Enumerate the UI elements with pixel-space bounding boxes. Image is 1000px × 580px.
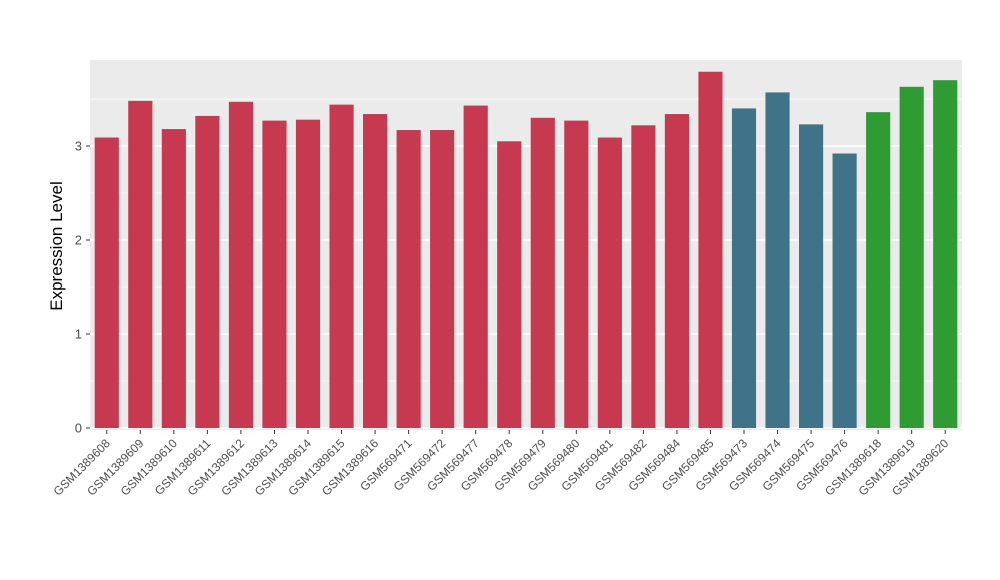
bar-GSM569485 — [698, 71, 723, 429]
bar-GSM569481 — [597, 137, 622, 429]
y-tick-label: 3 — [75, 139, 82, 154]
bar-GSM1389616 — [363, 114, 388, 428]
bar-GSM569472 — [430, 130, 455, 428]
bar-GSM569479 — [530, 117, 555, 429]
bar-GSM569475 — [799, 124, 824, 428]
bar-GSM569473 — [731, 108, 757, 429]
bar-GSM1389614 — [295, 119, 321, 429]
bar-GSM569476 — [832, 153, 857, 428]
bar-GSM1389615 — [329, 104, 354, 428]
bar-GSM1389608 — [94, 137, 119, 429]
y-tick-label: 2 — [75, 233, 82, 248]
bar-GSM1389609 — [128, 100, 153, 428]
bar-GSM569484 — [664, 114, 689, 428]
bar-GSM1389613 — [262, 120, 287, 429]
bar-GSM569480 — [564, 120, 589, 429]
bar-GSM569474 — [765, 92, 790, 429]
bar-GSM1389612 — [228, 101, 253, 428]
y-tick-label: 0 — [75, 421, 82, 436]
bar-GSM1389610 — [161, 129, 186, 428]
y-tick-label: 1 — [75, 327, 82, 342]
bar-GSM1389619 — [899, 86, 924, 428]
bar-GSM1389618 — [866, 112, 891, 428]
x-tick-label: GSM1389608 — [51, 436, 113, 498]
bar-GSM1389611 — [195, 115, 220, 429]
y-axis-title: Expression Level — [47, 181, 66, 310]
plot-panel — [90, 60, 962, 430]
bar-GSM569482 — [631, 125, 656, 428]
bar-GSM1389620 — [933, 80, 958, 428]
bar-GSM569471 — [396, 130, 421, 428]
bar-GSM569478 — [497, 141, 522, 429]
bar-GSM569477 — [463, 105, 488, 428]
